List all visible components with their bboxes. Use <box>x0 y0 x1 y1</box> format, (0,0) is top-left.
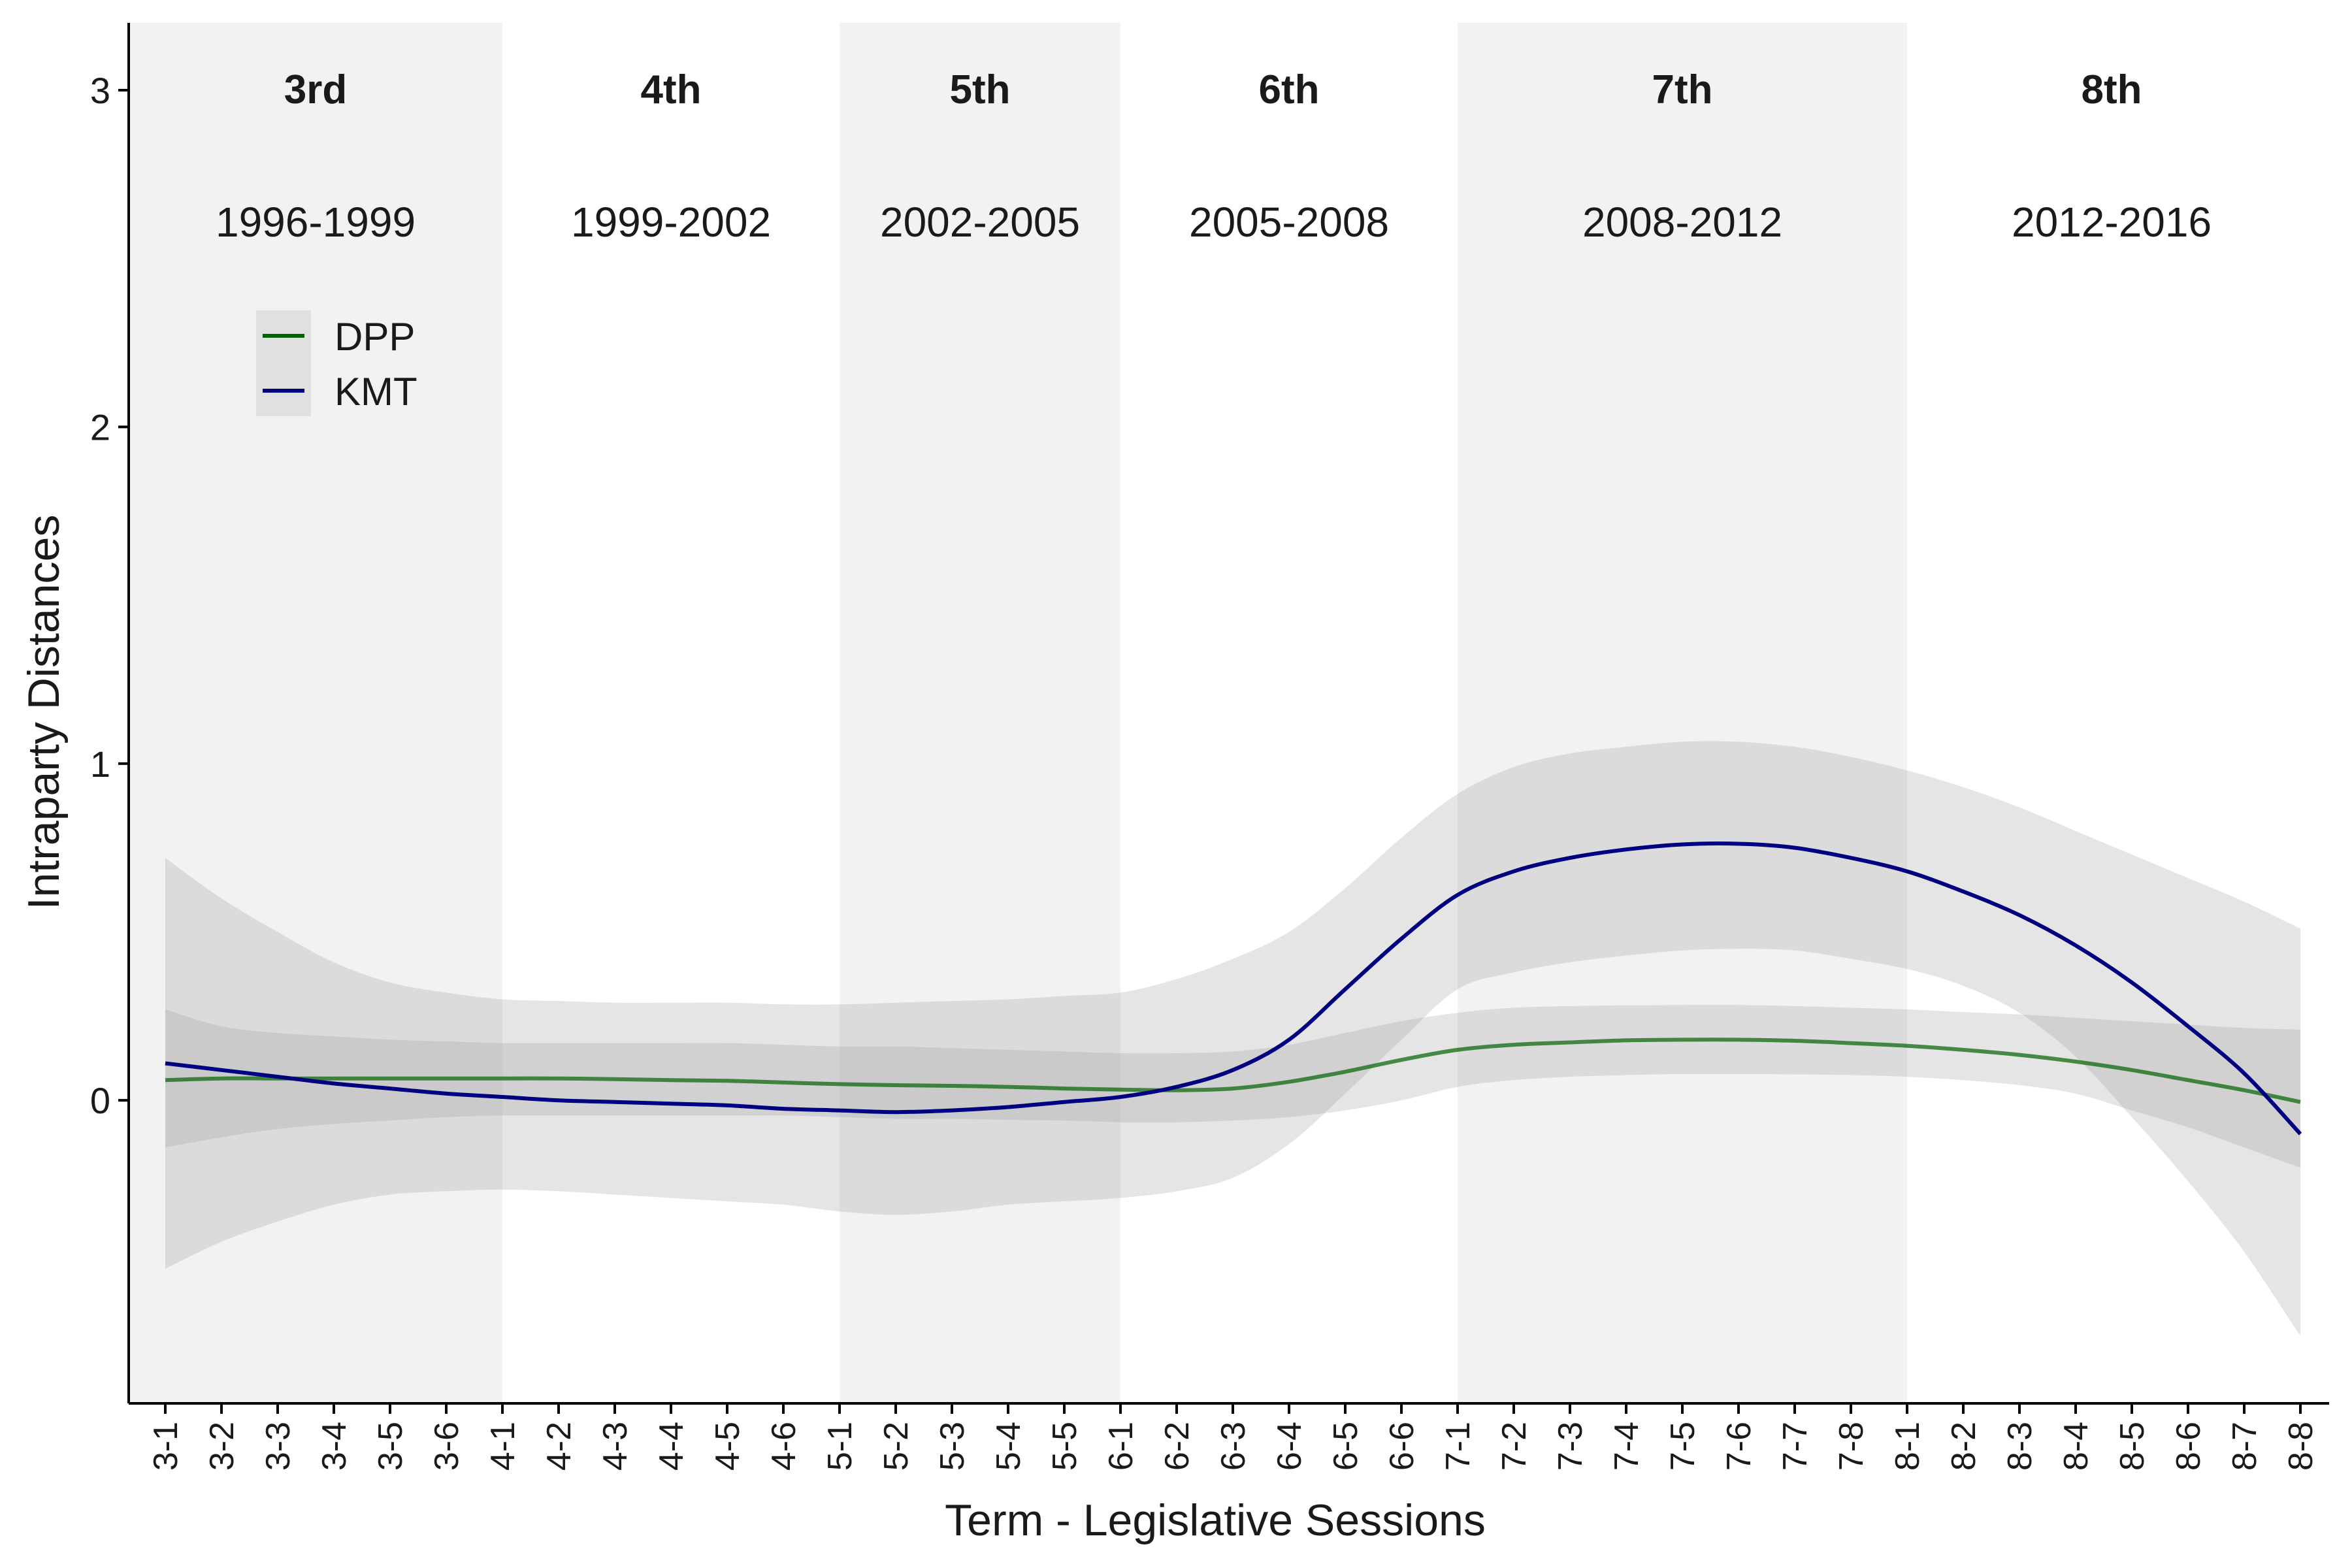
x-tick-label: 3-5 <box>372 1422 410 1471</box>
x-tick-label: 3-1 <box>147 1422 185 1471</box>
x-tick-label: 3-6 <box>428 1422 466 1471</box>
x-tick-label: 7-4 <box>1608 1422 1646 1471</box>
series-lines <box>165 841 2302 1135</box>
x-tick-label: 3-2 <box>203 1422 241 1471</box>
x-tick-label: 4-6 <box>765 1422 803 1471</box>
x-tick-label: 6-3 <box>1215 1422 1252 1471</box>
term-labels: 3rd 1996-1999 4th 1999-2002 5th 2002-2005 6th 2… <box>216 67 2212 246</box>
x-tick-label: 5-5 <box>1046 1422 1084 1471</box>
x-tick-label: 6-2 <box>1158 1422 1196 1471</box>
x-tick-label: 8-6 <box>2170 1422 2208 1471</box>
term-label-7th: 7th <box>1652 67 1713 112</box>
term-label-8th: 8th <box>2082 67 2142 112</box>
x-tick-label: 6-6 <box>1383 1422 1421 1471</box>
x-tick-label: 4-3 <box>596 1422 634 1471</box>
x-tick-label: 7-3 <box>1552 1422 1590 1471</box>
term-label-6th: 6th <box>1259 67 1320 112</box>
x-tick-label: 6-1 <box>1102 1422 1140 1471</box>
x-tick-label: 5-2 <box>877 1422 915 1471</box>
y-tick-label: 0 <box>90 1080 110 1121</box>
y-tick-label: 1 <box>90 743 110 785</box>
term-years-5th: 2002-2005 <box>880 199 1080 246</box>
term-years-7th: 2008-2012 <box>1582 199 1782 246</box>
y-axis-title: Intraparty Distances <box>19 515 69 910</box>
series-line-kmt <box>165 841 2302 1135</box>
series-line-dpp <box>165 1037 2301 1104</box>
term-label-4th: 4th <box>641 67 702 112</box>
confidence-bands <box>165 741 2300 1336</box>
x-tick-label: 4-2 <box>540 1422 578 1471</box>
x-tick-label: 8-7 <box>2226 1422 2264 1471</box>
x-axis-title: Term - Legislative Sessions <box>945 1495 1486 1545</box>
x-tick-label: 7-5 <box>1664 1422 1702 1471</box>
legend: DPP KMT <box>256 310 417 416</box>
ci-band-kmt <box>165 741 2300 1336</box>
term-years-6th: 2005-2008 <box>1189 199 1389 246</box>
term-label-5th: 5th <box>950 67 1011 112</box>
x-tick-label: 4-5 <box>709 1422 747 1471</box>
x-tick-label: 7-8 <box>1833 1422 1870 1471</box>
term-years-3rd: 1996-1999 <box>216 199 416 246</box>
x-tick-label: 7-7 <box>1776 1422 1814 1471</box>
x-tick-label: 8-1 <box>1889 1422 1927 1471</box>
x-tick-label: 7-2 <box>1495 1422 1533 1471</box>
term-label-3rd: 3rd <box>284 67 347 112</box>
x-tick-label: 6-4 <box>1271 1422 1309 1471</box>
axes: 0 1 2 3 3-1 3-2 3-3 3-4 3-5 3-6 4-1 4-2 4-3 4-4 4-5 4-6… <box>90 23 2329 1471</box>
legend-label-kmt: KMT <box>335 370 417 414</box>
x-tick-label: 4-4 <box>653 1422 691 1471</box>
y-tick-label: 3 <box>90 70 110 111</box>
ci-band-dpp <box>165 1005 2300 1168</box>
x-tick-label: 3-3 <box>259 1422 297 1471</box>
x-tick-label: 8-4 <box>2057 1422 2095 1471</box>
x-tick-label: 5-1 <box>821 1422 859 1471</box>
term-bands <box>129 23 1907 1403</box>
x-tick-label: 4-1 <box>484 1422 522 1471</box>
x-tick-label: 5-3 <box>934 1422 972 1471</box>
term-years-4th: 1999-2002 <box>571 199 771 246</box>
x-tick-label: 8-2 <box>1945 1422 1983 1471</box>
term-band-3rd <box>129 23 502 1403</box>
term-band-5th <box>840 23 1120 1403</box>
term-band-7th <box>1458 23 1907 1403</box>
x-tick-label: 8-5 <box>2114 1422 2151 1471</box>
term-years-8th: 2012-2016 <box>2012 199 2212 246</box>
x-tick-label: 8-3 <box>2001 1422 2039 1471</box>
x-tick-label: 5-4 <box>990 1422 1028 1471</box>
x-tick-label: 3-4 <box>316 1422 353 1471</box>
x-tick-label: 7-1 <box>1439 1422 1477 1471</box>
x-tick-label: 6-5 <box>1327 1422 1365 1471</box>
y-tick-label: 2 <box>90 406 110 448</box>
legend-key-box <box>256 310 311 416</box>
x-tick-label: 8-8 <box>2282 1422 2320 1471</box>
x-tick-label: 7-6 <box>1720 1422 1758 1471</box>
legend-label-dpp: DPP <box>335 315 415 359</box>
